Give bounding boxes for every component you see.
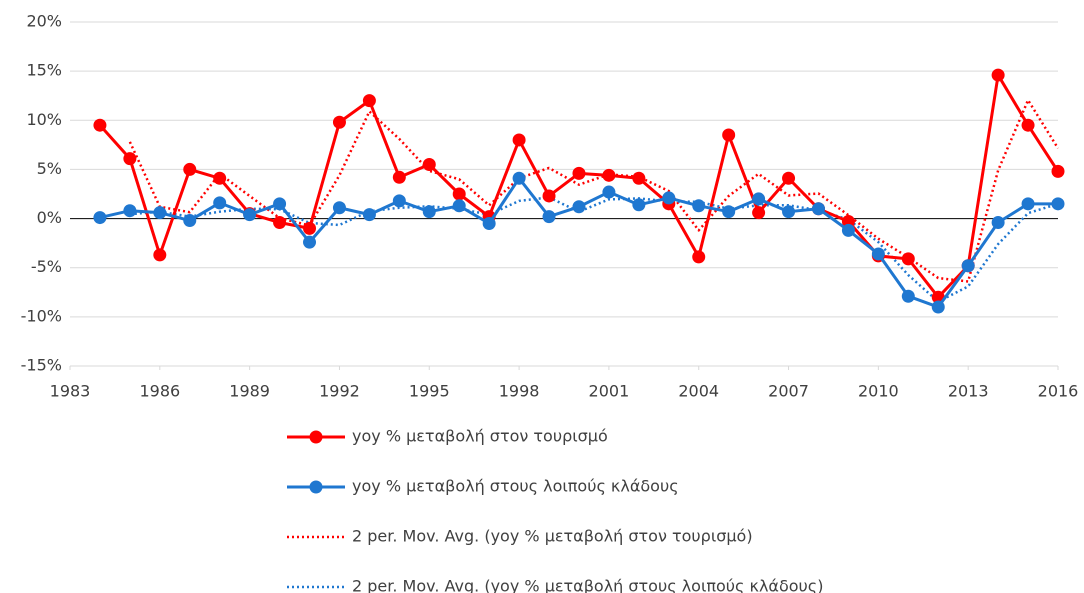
data-point	[273, 197, 287, 211]
data-point	[392, 170, 406, 184]
data-point	[722, 128, 736, 142]
data-point	[213, 196, 227, 210]
data-point	[422, 205, 436, 219]
data-point	[183, 162, 197, 176]
x-tick-label: 2010	[858, 382, 899, 401]
x-tick-label: 1986	[139, 382, 180, 401]
data-point	[931, 300, 945, 314]
data-point	[991, 216, 1005, 230]
x-tick-label: 1983	[50, 382, 91, 401]
y-tick-label: -10%	[21, 306, 62, 325]
data-point	[572, 166, 586, 180]
data-point	[422, 158, 436, 172]
data-point	[153, 248, 167, 262]
data-point	[153, 206, 167, 220]
x-tick-label: 1998	[499, 382, 540, 401]
data-point	[512, 171, 526, 185]
data-point	[1021, 118, 1035, 132]
legend-label: 2 per. Mov. Avg. (yoy % μεταβολή στους λ…	[352, 577, 823, 593]
data-point	[572, 200, 586, 214]
legend-label: 2 per. Mov. Avg. (yoy % μεταβολή στον το…	[352, 527, 753, 546]
x-tick-label: 2007	[768, 382, 809, 401]
data-point	[183, 214, 197, 228]
data-point	[123, 152, 137, 166]
x-tick-label: 2013	[948, 382, 989, 401]
y-tick-label: 0%	[37, 208, 62, 227]
data-point	[512, 133, 526, 147]
data-point	[782, 205, 796, 219]
legend-label: yoy % μεταβολή στον τουρισμό	[352, 427, 608, 446]
data-point	[991, 68, 1005, 82]
data-point	[1021, 197, 1035, 211]
series-line	[98, 73, 1060, 299]
data-point	[602, 185, 616, 199]
series-line	[128, 98, 1060, 283]
data-point	[213, 171, 227, 185]
data-point	[1051, 197, 1065, 211]
y-tick-label: 20%	[26, 12, 62, 31]
x-tick-label: 1989	[229, 382, 270, 401]
data-point	[841, 223, 855, 237]
x-tick-label: 2016	[1038, 382, 1079, 401]
x-tick-label: 2004	[678, 382, 719, 401]
data-point	[452, 199, 466, 213]
data-point	[93, 118, 107, 132]
y-tick-label: 15%	[26, 61, 62, 80]
data-point	[692, 250, 706, 264]
legend-label: yoy % μεταβολή στους λοιπούς κλάδους	[352, 477, 679, 496]
data-point	[362, 94, 376, 108]
data-point	[303, 221, 317, 235]
data-point	[1051, 164, 1065, 178]
data-point	[362, 208, 376, 222]
data-point	[542, 189, 556, 203]
data-point	[752, 192, 766, 206]
y-tick-label: -15%	[21, 356, 62, 375]
data-point	[722, 205, 736, 219]
y-tick-label: -5%	[31, 257, 62, 276]
data-point	[871, 247, 885, 261]
data-point	[752, 206, 766, 220]
data-point	[632, 198, 646, 212]
data-point	[332, 201, 346, 215]
data-point	[452, 187, 466, 201]
data-point	[632, 171, 646, 185]
x-tick-label: 2001	[589, 382, 630, 401]
y-tick-label: 5%	[37, 159, 62, 178]
legend-marker	[309, 430, 323, 444]
data-point	[303, 235, 317, 249]
data-point	[392, 194, 406, 208]
data-point	[243, 208, 257, 222]
data-point	[662, 191, 676, 205]
data-point	[692, 199, 706, 213]
series-line	[99, 176, 1058, 309]
data-point	[811, 202, 825, 216]
x-tick-label: 1995	[409, 382, 450, 401]
x-tick-label: 1992	[319, 382, 360, 401]
series-line	[129, 196, 1059, 303]
data-point	[782, 171, 796, 185]
data-point	[901, 252, 915, 266]
legend-marker	[309, 480, 323, 494]
data-point	[273, 216, 287, 230]
data-point	[602, 168, 616, 182]
y-tick-label: 10%	[26, 110, 62, 129]
data-point	[332, 115, 346, 129]
data-point	[901, 289, 915, 303]
data-point	[961, 259, 975, 273]
data-point	[542, 210, 556, 224]
data-point	[123, 204, 137, 218]
data-point	[482, 216, 496, 230]
data-point	[93, 211, 107, 225]
